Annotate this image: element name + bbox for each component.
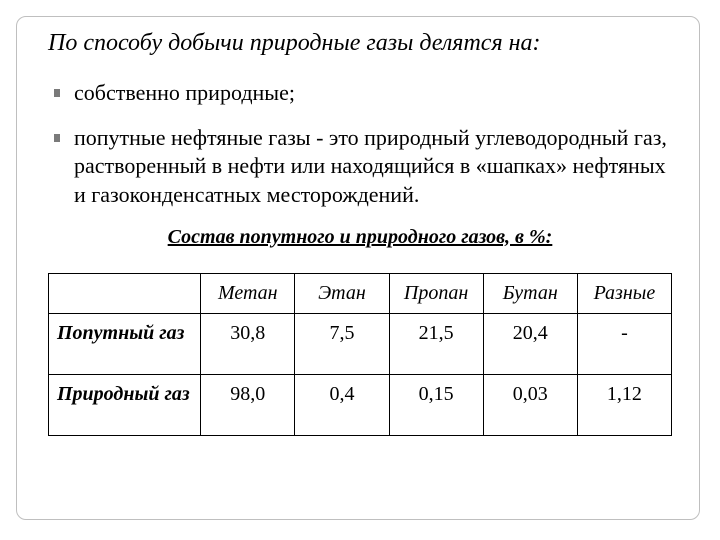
table-cell: 1,12 [577, 374, 671, 435]
list-item-text: попутные нефтяные газы - это природный у… [74, 125, 667, 207]
table-cell: - [577, 313, 671, 374]
table-header-cell: Разные [577, 273, 671, 313]
table-cell: 7,5 [295, 313, 389, 374]
table-cell: 0,15 [389, 374, 483, 435]
slide-page: По способу добычи природные газы делятся… [0, 0, 720, 540]
table-cell: 21,5 [389, 313, 483, 374]
table-cell: 0,4 [295, 374, 389, 435]
table-header-cell [49, 273, 201, 313]
table-cell: 30,8 [201, 313, 295, 374]
table-header-cell: Пропан [389, 273, 483, 313]
bullet-list: собственно природные; попутные нефтяные … [48, 79, 672, 209]
composition-table: Метан Этан Пропан Бутан Разные Попутный … [48, 273, 672, 436]
table-cell: 20,4 [483, 313, 577, 374]
row-label: Природный газ [49, 374, 201, 435]
table-row: Попутный газ 30,8 7,5 21,5 20,4 - [49, 313, 672, 374]
row-label: Попутный газ [49, 313, 201, 374]
list-item: собственно природные; [48, 79, 672, 108]
table-header-cell: Бутан [483, 273, 577, 313]
page-title: По способу добычи природные газы делятся… [48, 28, 672, 59]
list-item: попутные нефтяные газы - это природный у… [48, 124, 672, 210]
table-header-cell: Метан [201, 273, 295, 313]
table-row: Природный газ 98,0 0,4 0,15 0,03 1,12 [49, 374, 672, 435]
table-header-cell: Этан [295, 273, 389, 313]
list-item-text: собственно природные; [74, 80, 295, 105]
table-header-row: Метан Этан Пропан Бутан Разные [49, 273, 672, 313]
table-caption: Состав попутного и природного газов, в %… [48, 226, 672, 249]
table-cell: 0,03 [483, 374, 577, 435]
table-cell: 98,0 [201, 374, 295, 435]
